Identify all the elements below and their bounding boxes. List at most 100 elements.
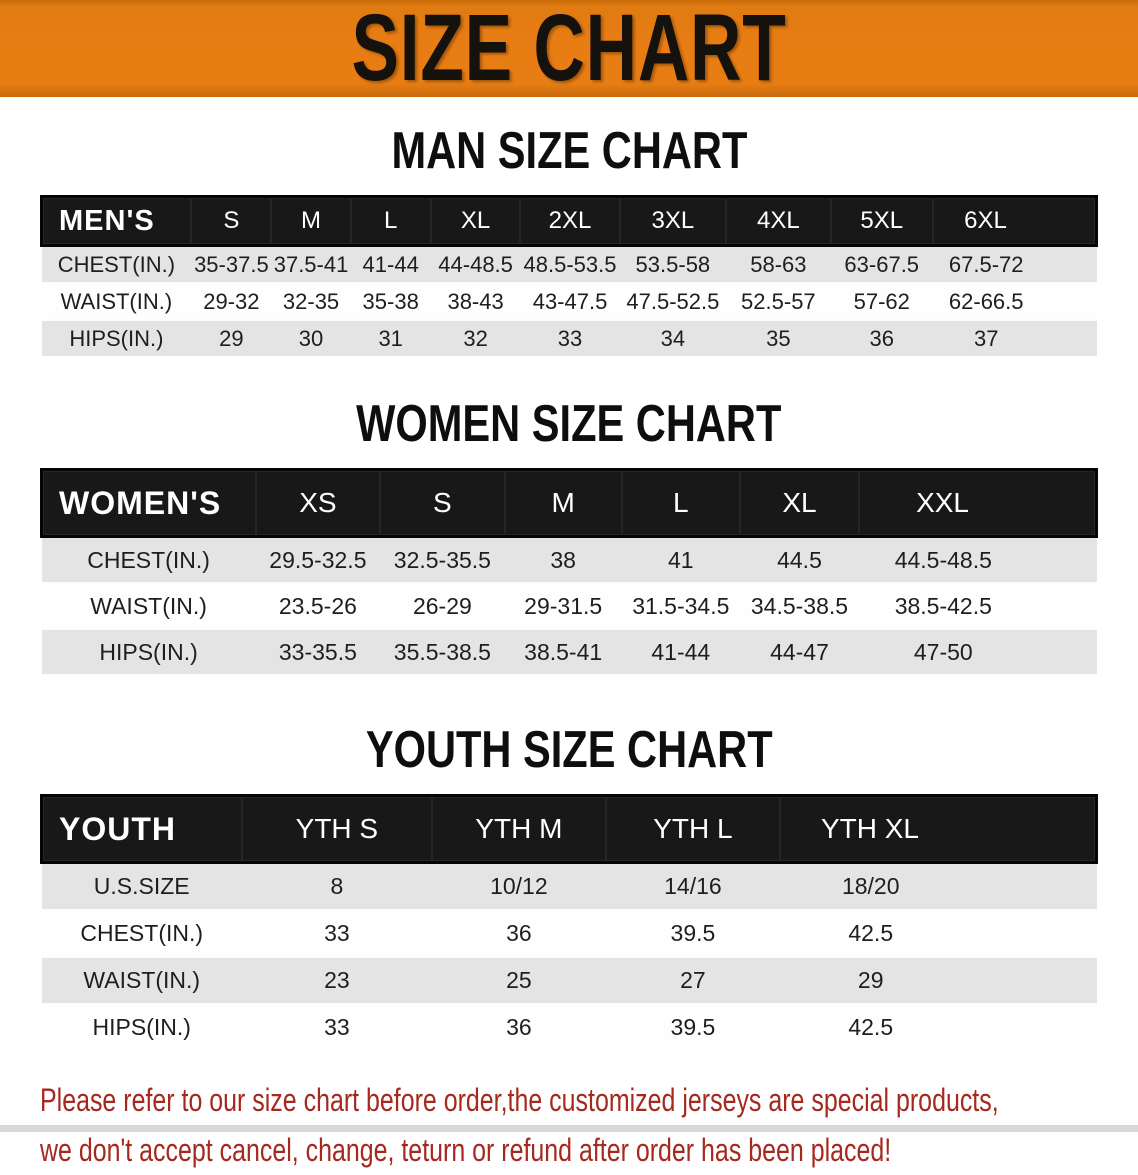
size-value: 32 (430, 320, 521, 358)
size-value: 38.5-41 (504, 629, 622, 676)
size-value: 38-43 (430, 283, 521, 321)
size-value: 35-37.5 (191, 244, 272, 284)
size-value: 44-47 (739, 629, 860, 676)
table-row: WAIST(IN.) 23 25 27 29 (41, 957, 1097, 1005)
men-table-label: MEN'S (40, 195, 192, 247)
size-value: 35-38 (350, 283, 431, 321)
size-value: 18/20 (779, 861, 1097, 911)
size-value: 42.5 (779, 1004, 1097, 1052)
youth-section-title: YOUTH SIZE CHART (0, 724, 1138, 776)
size-value: 32-35 (271, 283, 351, 321)
youth-section: YOUTH SIZE CHART YOUTH YTH S YTH M YTH L YTH… (0, 724, 1138, 1052)
size-column-header: S (191, 195, 272, 247)
size-value: 37 (932, 320, 1097, 358)
size-column-header: YTH XL (779, 794, 1098, 864)
bottom-strip (0, 1125, 1138, 1132)
row-label: WAIST(IN.) (41, 957, 242, 1005)
table-row: CHEST(IN.) 29.5-32.5 32.5-35.5 38 41 44.5 44.5… (41, 535, 1097, 584)
size-column-header: 4XL (726, 195, 831, 247)
size-value: 29 (779, 957, 1097, 1005)
size-value: 63-67.5 (830, 244, 933, 284)
row-label: HIPS(IN.) (41, 320, 192, 358)
size-column-header: M (271, 195, 351, 247)
size-value: 36 (431, 910, 606, 958)
size-value: 29.5-32.5 (255, 535, 381, 584)
size-column-header: 3XL (619, 195, 727, 247)
size-value: 39.5 (605, 1004, 780, 1052)
size-value: 38.5-42.5 (859, 583, 1097, 630)
size-value: 36 (431, 1004, 606, 1052)
size-value: 47-50 (859, 629, 1097, 676)
size-value: 35 (726, 320, 831, 358)
size-value: 10/12 (431, 861, 606, 911)
men-section-title-text: MAN SIZE CHART (391, 122, 747, 180)
banner: SIZE CHART (0, 0, 1138, 97)
size-column-header: YTH M (431, 794, 606, 864)
size-column-header: XS (255, 468, 381, 538)
row-label: CHEST(IN.) (41, 535, 256, 584)
size-value: 8 (241, 861, 432, 911)
row-label: HIPS(IN.) (41, 1004, 242, 1052)
table-row: WAIST(IN.) 29-32 32-35 35-38 38-43 43-47.5 47.… (41, 283, 1097, 321)
size-value: 39.5 (605, 910, 780, 958)
size-column-header: XL (739, 468, 860, 538)
table-row: HIPS(IN.) 33-35.5 35.5-38.5 38.5-41 41-44 44-… (41, 629, 1097, 676)
size-value: 42.5 (779, 910, 1097, 958)
size-value: 32.5-35.5 (380, 535, 505, 584)
table-row: WAIST(IN.) 23.5-26 26-29 29-31.5 31.5-34.5 34… (41, 583, 1097, 630)
size-value: 44.5-48.5 (859, 535, 1097, 584)
row-label: U.S.SIZE (41, 861, 242, 911)
size-value: 33 (241, 1004, 432, 1052)
banner-title: SIZE CHART (351, 0, 787, 101)
table-header-row: YOUTH YTH S YTH M YTH L YTH XL (39, 794, 1098, 864)
table-row: CHEST(IN.) 33 36 39.5 42.5 (41, 910, 1097, 958)
size-value: 31.5-34.5 (621, 583, 740, 630)
size-value: 41-44 (350, 244, 431, 284)
size-value: 41 (621, 535, 740, 584)
size-value: 33-35.5 (255, 629, 381, 676)
size-value: 14/16 (605, 861, 780, 911)
women-section: WOMEN SIZE CHART WOMEN'S XS S M L XL XXL CHEST(… (0, 398, 1138, 676)
disclaimer-line-1: Please refer to our size chart before or… (40, 1082, 999, 1118)
size-column-header: YTH S (241, 794, 432, 864)
row-label: HIPS(IN.) (41, 629, 256, 676)
size-value: 62-66.5 (932, 283, 1097, 321)
row-label: CHEST(IN.) (41, 910, 242, 958)
table-row: HIPS(IN.) 29 30 31 32 33 34 35 36 37 (41, 320, 1097, 358)
size-column-header: YTH L (605, 794, 780, 864)
men-size-table: MEN'S S M L XL 2XL 3XL 4XL 5XL 6XL CHEST(IN.) 35-37… (40, 195, 1098, 358)
size-column-header: 2XL (520, 195, 620, 247)
row-label: WAIST(IN.) (41, 583, 256, 630)
youth-size-table: YOUTH YTH S YTH M YTH L YTH XL U.S.SIZE 8 10/12… (39, 794, 1098, 1052)
size-value: 58-63 (726, 244, 831, 284)
size-value: 53.5-58 (619, 244, 727, 284)
women-table-label: WOMEN'S (39, 468, 256, 538)
size-value: 33 (241, 910, 432, 958)
size-value: 23 (241, 957, 432, 1005)
disclaimer-line-2: we don't accept cancel, change, teturn o… (40, 1131, 892, 1168)
size-value: 34.5-38.5 (739, 583, 860, 630)
size-value: 44-48.5 (430, 244, 521, 284)
size-value: 37.5-41 (271, 244, 351, 284)
women-size-table: WOMEN'S XS S M L XL XXL CHEST(IN.) 29.5-32.5 32.5… (39, 468, 1099, 676)
size-value: 52.5-57 (726, 283, 831, 321)
size-value: 29 (191, 320, 272, 358)
size-value: 57-62 (830, 283, 933, 321)
size-value: 26-29 (380, 583, 505, 630)
men-section-title: MAN SIZE CHART (0, 125, 1138, 177)
youth-table-label: YOUTH (39, 794, 242, 864)
women-section-title-text: WOMEN SIZE CHART (356, 395, 782, 453)
youth-section-title-text: YOUTH SIZE CHART (365, 721, 773, 779)
size-column-header: L (350, 195, 431, 247)
table-header-row: WOMEN'S XS S M L XL XXL (39, 468, 1099, 538)
table-row: CHEST(IN.) 35-37.5 37.5-41 41-44 44-48.5 48.5… (41, 244, 1097, 284)
size-value: 30 (271, 320, 351, 358)
row-label: CHEST(IN.) (41, 244, 192, 284)
size-value: 35.5-38.5 (380, 629, 505, 676)
men-section: MAN SIZE CHART MEN'S S M L XL 2XL 3XL 4XL 5XL 6XL… (0, 125, 1138, 358)
size-value: 36 (830, 320, 933, 358)
size-column-header: M (504, 468, 622, 538)
size-value: 33 (520, 320, 620, 358)
size-value: 34 (619, 320, 727, 358)
size-column-header: XL (430, 195, 521, 247)
